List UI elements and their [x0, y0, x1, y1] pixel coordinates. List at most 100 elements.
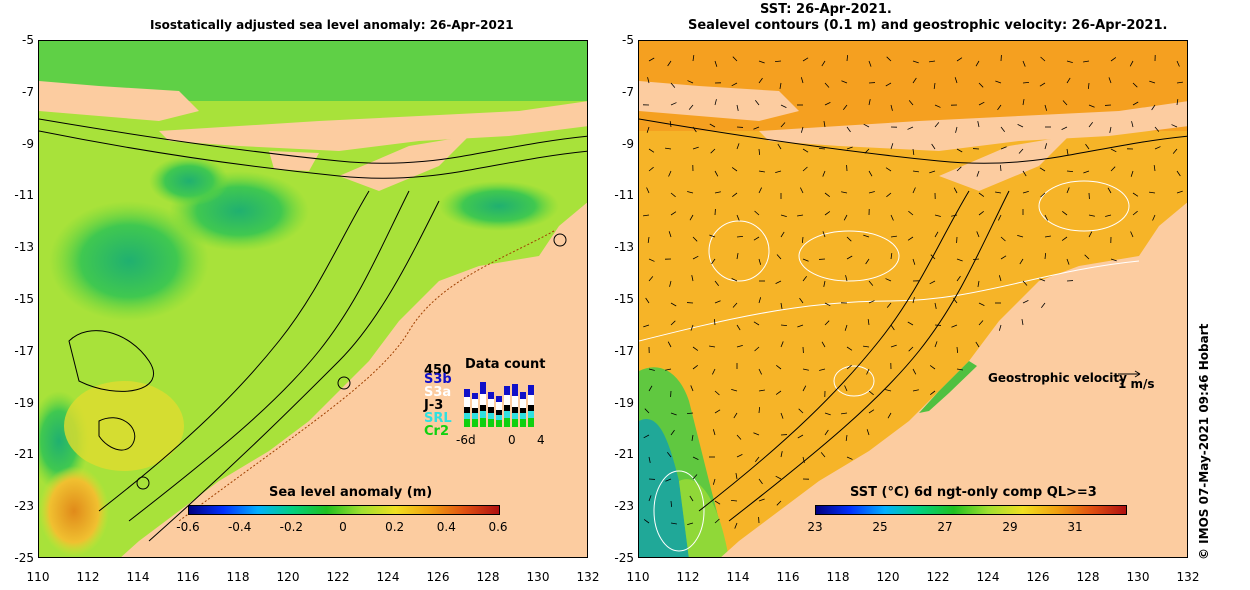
velocity-arrow [714, 518, 720, 524]
velocity-arrow [846, 456, 853, 460]
data-count-bar-chart [464, 382, 534, 427]
bathymetry-contour [128, 190, 410, 522]
velocity-arrow [912, 258, 916, 265]
velocity-arrow [863, 345, 870, 348]
right-colorbar-label: SST (°C) 6d ngt-only comp QL>=3 [850, 485, 1097, 500]
velocity-arrow [714, 390, 720, 396]
velocity-arrow [930, 390, 936, 396]
velocity-arrow [841, 412, 848, 415]
velocity-arrow [753, 432, 760, 436]
velocity-arrow [1039, 82, 1046, 87]
velocity-arrow [711, 258, 716, 265]
lesser-sunda-islands [759, 101, 1187, 151]
velocity-arrow [1088, 231, 1093, 238]
colorbar-tick-label: 0.2 [385, 520, 405, 534]
velocity-scale-label: 1 m/s [1118, 377, 1155, 391]
data-count-max-label: 450 [424, 363, 452, 378]
velocity-arrow [956, 346, 959, 354]
velocity-arrow [1022, 280, 1028, 286]
island-java [639, 81, 799, 121]
velocity-arrow [954, 77, 958, 84]
velocity-arrow [775, 280, 782, 284]
velocity-arrow [646, 126, 650, 133]
data-count-bar-segment [472, 399, 478, 408]
velocity-arrow [1085, 143, 1090, 150]
velocity-arrow [667, 60, 672, 67]
velocity-arrow [712, 478, 716, 485]
velocity-arrow [645, 297, 650, 304]
velocity-arrow [868, 170, 873, 177]
velocity-arrow [1149, 191, 1156, 194]
velocity-arrow [758, 498, 765, 502]
data-count-bar-segment [504, 411, 510, 418]
velocity-arrow [1022, 81, 1030, 84]
data-count-bar-segment [512, 396, 518, 407]
data-count-bar-segment [528, 411, 534, 418]
velocity-arrow [1000, 255, 1007, 260]
velocity-arrow [802, 368, 809, 371]
velocity-arrow [690, 324, 694, 331]
data-count-xtick: 4 [537, 433, 545, 447]
velocity-arrow [907, 126, 914, 130]
data-count-bar-segment [480, 394, 486, 405]
data-count-bar-segment [480, 382, 486, 394]
velocity-arrow [669, 121, 672, 128]
velocity-arrow [972, 258, 980, 261]
velocity-arrow [1083, 170, 1090, 174]
velocity-arrow [643, 434, 650, 439]
velocity-arrow [868, 300, 875, 304]
x-axis-tick-label: 130 [1126, 570, 1150, 584]
sea-level-contour [639, 260, 1140, 342]
velocity-arrow [978, 82, 984, 88]
data-count-bar-segment [472, 408, 478, 413]
velocity-arrow [801, 236, 804, 244]
velocity-arrow [736, 235, 744, 238]
velocity-arrow [643, 214, 650, 217]
velocity-arrow [824, 302, 831, 307]
velocity-arrow [1176, 99, 1179, 106]
colorbar-tick-label: 0.6 [488, 520, 508, 534]
velocity-arrow [824, 211, 831, 216]
sea-level-colorbar [188, 505, 500, 515]
y-axis-tick-label: -23 [614, 499, 634, 514]
velocity-arrow [780, 231, 785, 238]
velocity-arrow [758, 170, 765, 173]
velocity-arrow [648, 456, 651, 463]
x-axis-tick-label: 120 [876, 570, 900, 584]
velocity-arrow [824, 82, 830, 88]
data-count-bar-segment [488, 419, 494, 427]
velocity-arrow [714, 409, 721, 414]
velocity-arrow [863, 123, 870, 128]
velocity-arrow [713, 318, 716, 326]
velocity-arrow [1087, 82, 1090, 90]
velocity-arrow [648, 495, 652, 502]
velocity-arrow [1110, 148, 1117, 153]
velocity-arrow [643, 324, 650, 328]
data-count-bar-segment [512, 419, 518, 427]
velocity-arrow [886, 56, 892, 62]
velocity-arrow [1132, 210, 1138, 216]
velocity-arrow [1110, 258, 1117, 262]
bathymetry-contour [728, 190, 1010, 522]
velocity-arrow [885, 278, 892, 282]
x-axis-tick-label: 114 [726, 570, 750, 584]
velocity-arrow [800, 77, 804, 84]
y-axis-tick-label: -19 [614, 395, 634, 410]
velocity-arrow [710, 148, 716, 154]
velocity-arrow [822, 170, 826, 177]
velocity-arrow [890, 104, 893, 111]
velocity-arrow [735, 473, 738, 480]
velocity-arrow [844, 385, 848, 392]
velocity-arrow [1044, 252, 1047, 260]
velocity-arrow [776, 364, 782, 370]
velocity-arrow [802, 276, 808, 282]
y-axis-tick-label: -21 [14, 447, 34, 462]
velocity-arrow [1022, 170, 1027, 177]
velocity-arrow [846, 126, 851, 133]
velocity-arrow [866, 368, 870, 375]
sea-level-contour [798, 230, 900, 282]
left-map-title: Isostatically adjusted sea level anomaly… [150, 18, 514, 32]
velocity-arrow [1019, 258, 1024, 265]
velocity-arrow [731, 82, 738, 87]
australia-landmass [121, 202, 587, 557]
